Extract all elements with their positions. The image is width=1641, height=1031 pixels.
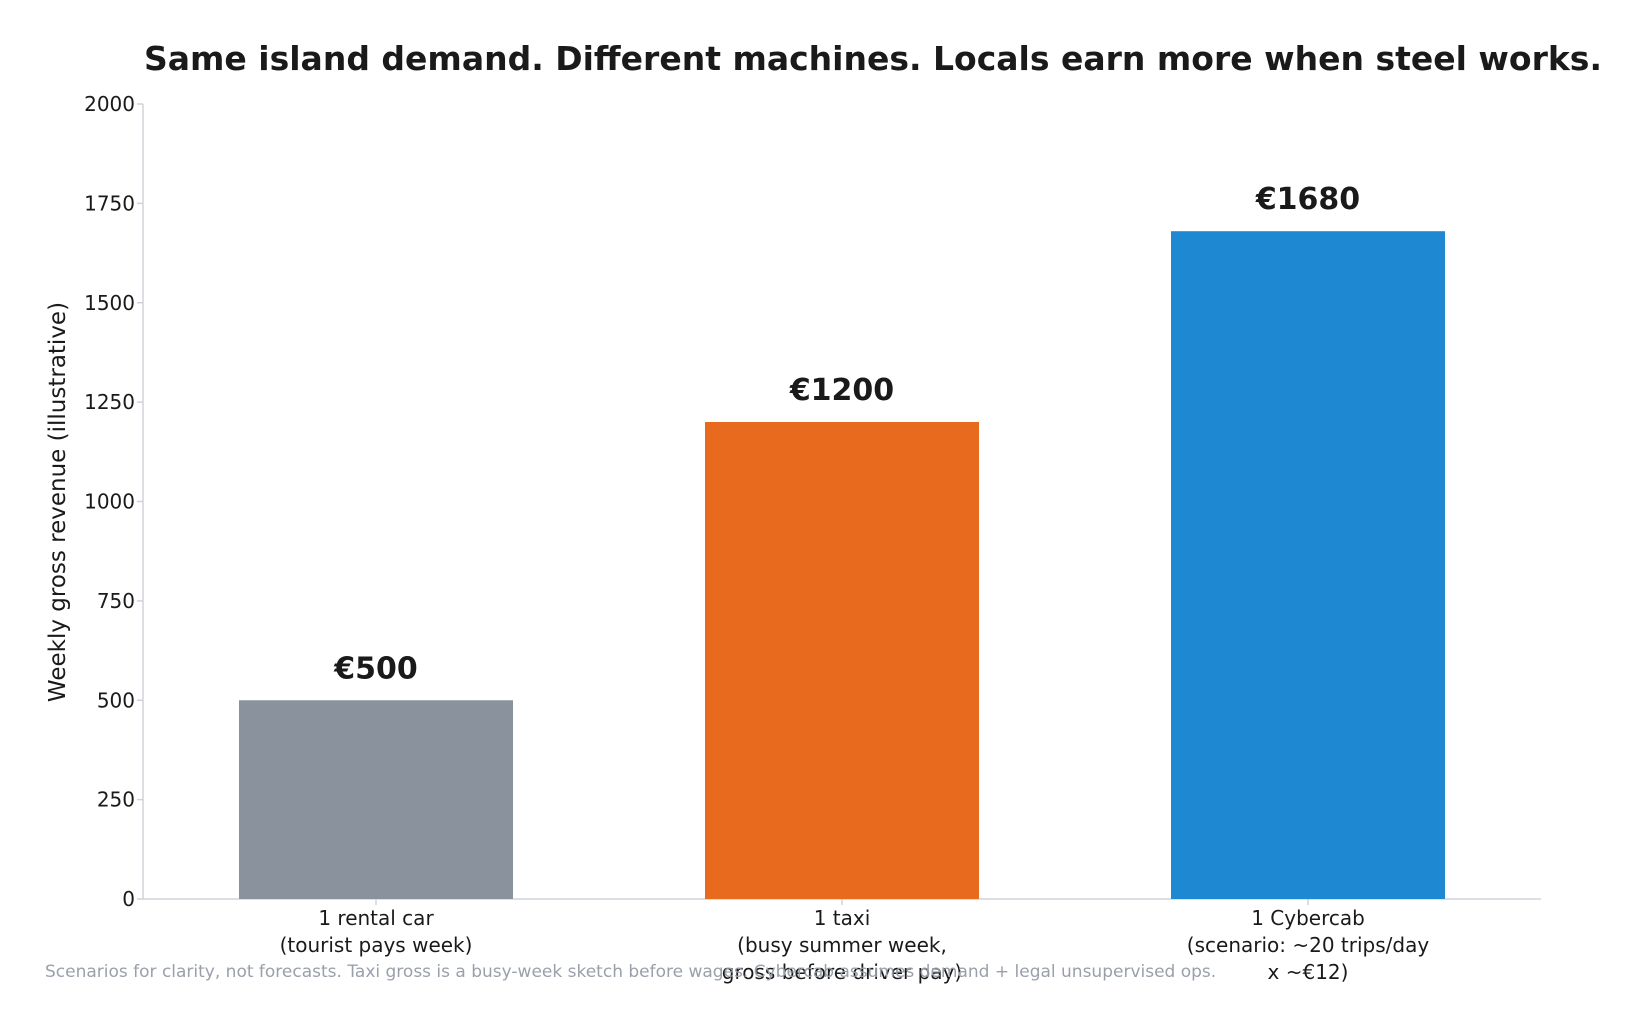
y-tick-label: 0 <box>122 887 135 911</box>
y-tick-group: 0 250 500 750 1000 1250 1500 1750 2000 <box>84 92 143 911</box>
y-tick-label: 1000 <box>84 490 135 514</box>
x-tick-label: 1 rental car <box>318 906 434 930</box>
x-tick-label: gross before driver pay) <box>722 960 962 984</box>
bar <box>239 700 513 899</box>
chart-title: Same island demand. Different machines. … <box>144 39 1602 78</box>
data-label-group: €500 €1200 €1680 <box>333 182 1360 686</box>
y-tick-label: 1250 <box>84 390 135 414</box>
x-tick-label: x ~€12) <box>1268 960 1349 984</box>
bar <box>705 422 979 899</box>
y-tick-label: 1750 <box>84 191 135 215</box>
y-tick-label: 500 <box>97 688 135 712</box>
footnote: Scenarios for clarity, not forecasts. Ta… <box>45 962 1216 982</box>
x-tick-label: 1 taxi <box>814 906 871 930</box>
x-tick-label: 1 Cybercab <box>1251 906 1365 930</box>
data-label: €500 <box>333 651 418 686</box>
y-tick-label: 2000 <box>84 92 135 116</box>
y-tick-label: 250 <box>97 788 135 812</box>
x-tick-label: (scenario: ~20 trips/day <box>1187 933 1430 957</box>
data-label: €1200 <box>789 373 894 408</box>
data-label: €1680 <box>1255 182 1360 217</box>
y-tick-label: 750 <box>97 589 135 613</box>
y-axis-label: Weekly gross revenue (illustrative) <box>45 302 71 702</box>
y-tick-label: 1500 <box>84 291 135 315</box>
x-tick-label: (busy summer week, <box>737 933 947 957</box>
x-tick-group: 1 rental car (tourist pays week) 1 taxi (bu… <box>280 899 1430 984</box>
bar-group <box>239 231 1445 899</box>
bar <box>1171 231 1445 899</box>
x-tick-label: (tourist pays week) <box>280 933 473 957</box>
